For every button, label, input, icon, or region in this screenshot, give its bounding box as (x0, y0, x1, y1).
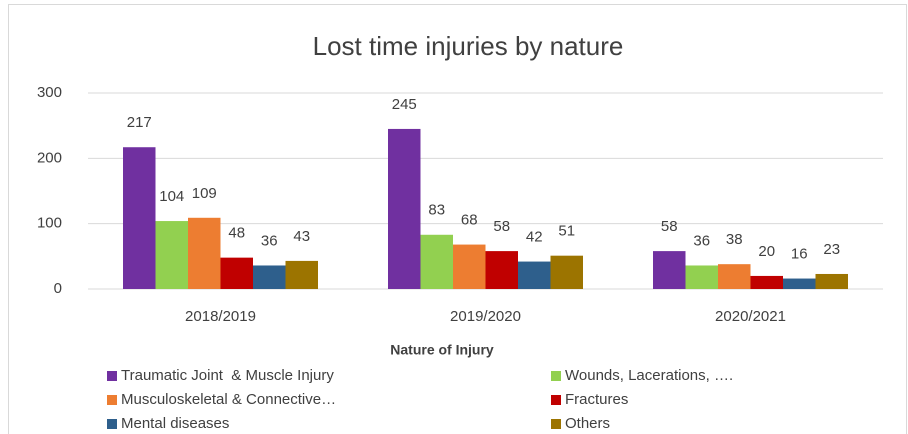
bar (485, 251, 518, 289)
bar (453, 244, 486, 289)
y-tick-label: 200 (37, 149, 62, 166)
bar (685, 265, 718, 289)
data-label: 38 (726, 231, 743, 248)
data-label: 109 (192, 185, 217, 202)
legend-label: Traumatic Joint & Muscle Injury (121, 367, 334, 384)
data-label: 36 (693, 232, 710, 249)
legend-label: Musculoskeletal & Connective… (121, 391, 336, 408)
legend-label: Mental diseases (121, 415, 229, 432)
bar (518, 261, 551, 289)
data-label: 43 (293, 228, 310, 245)
x-tick-label: 2018/2019 (185, 308, 256, 325)
bar (155, 221, 188, 289)
data-label: 16 (791, 246, 808, 263)
data-label: 58 (661, 218, 678, 235)
bar (783, 278, 816, 289)
y-tick-label: 300 (37, 84, 62, 101)
bar (750, 275, 783, 289)
data-label: 68 (461, 212, 478, 229)
bar (420, 234, 453, 289)
x-tick-label: 2020/2021 (715, 308, 786, 325)
legend-label: Wounds, Lacerations, …. (565, 367, 733, 384)
legend-swatch (551, 395, 561, 405)
data-label: 36 (261, 232, 278, 249)
bar (285, 260, 318, 289)
data-label: 51 (558, 223, 575, 240)
y-tick-label: 0 (54, 280, 62, 297)
bar (718, 264, 751, 289)
data-label: 245 (392, 96, 417, 113)
data-label: 23 (823, 241, 840, 258)
legend-swatch (551, 419, 561, 429)
x-tick-label: 2019/2020 (450, 308, 521, 325)
legend-swatch (107, 419, 117, 429)
bar (550, 255, 583, 289)
data-label: 58 (493, 218, 510, 235)
legend-label: Fractures (565, 391, 628, 408)
legend-swatch (107, 395, 117, 405)
data-label: 83 (428, 202, 445, 219)
data-label: 42 (526, 229, 543, 246)
bar (123, 147, 156, 289)
bar (815, 273, 848, 289)
legend-swatch (551, 371, 561, 381)
data-label: 48 (228, 225, 245, 242)
data-label: 20 (758, 243, 775, 260)
chart-title: Lost time injuries by nature (313, 31, 624, 61)
bar (220, 257, 253, 289)
bar (188, 217, 221, 289)
y-tick-label: 100 (37, 215, 62, 232)
bar (388, 128, 421, 289)
x-axis-title: Nature of Injury (390, 342, 494, 358)
data-label: 104 (159, 188, 184, 205)
bar (253, 265, 286, 289)
data-label: 217 (127, 114, 152, 131)
bar (653, 251, 686, 289)
legend-label: Others (565, 415, 610, 432)
chart-border (8, 4, 907, 434)
legend-swatch (107, 371, 117, 381)
